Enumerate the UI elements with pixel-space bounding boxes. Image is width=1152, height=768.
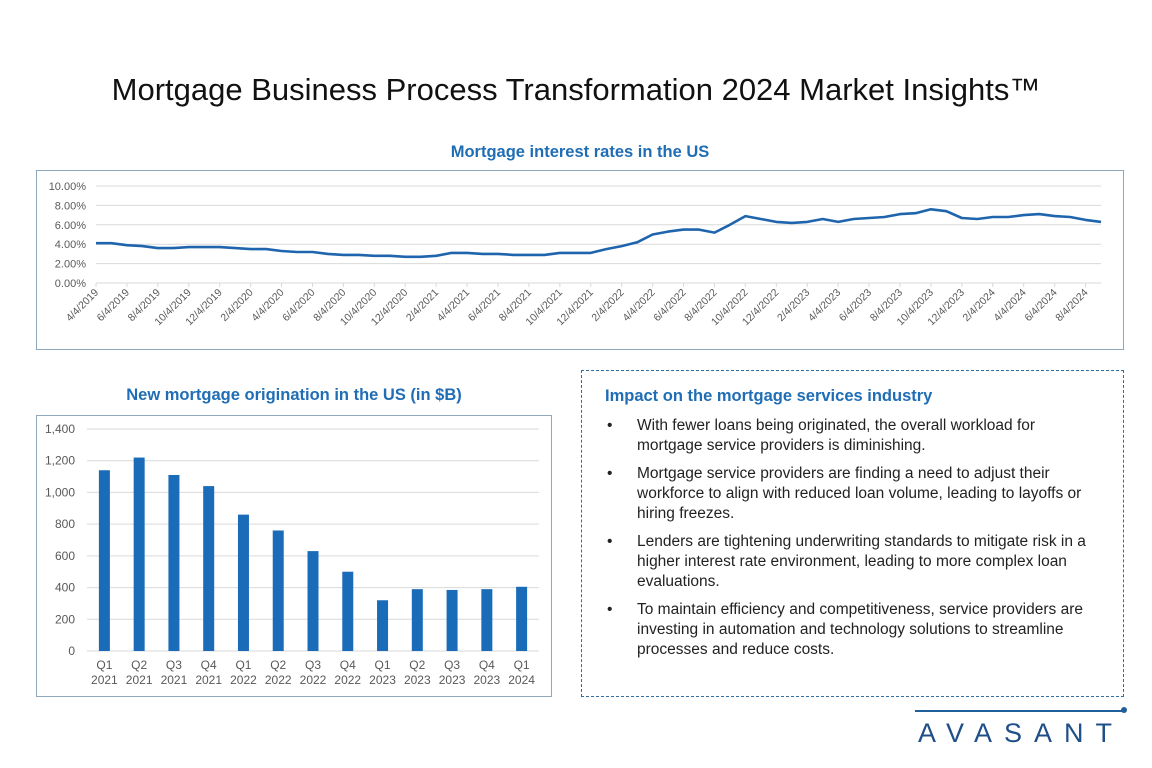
x-tick-label: Q3 — [305, 658, 321, 672]
x-tick-label: 2/4/2022 — [589, 287, 626, 324]
x-tick-label: 2024 — [508, 673, 535, 687]
x-tick-label: 4/4/2024 — [991, 287, 1028, 324]
bullet-icon: • — [607, 417, 613, 434]
x-tick-label: Q4 — [340, 658, 356, 672]
x-tick-label: Q1 — [375, 658, 391, 672]
impact-bullet: • Mortgage service providers are finding … — [605, 464, 1101, 524]
bar — [168, 474, 180, 651]
y-tick-label: 0.00% — [55, 278, 86, 290]
bar — [237, 514, 249, 651]
x-tick-label: 4/4/2023 — [806, 287, 843, 324]
bullet-text: Mortgage service providers are finding a… — [637, 465, 1082, 522]
impact-title: Impact on the mortgage services industry — [605, 387, 933, 405]
line-chart: 0.00% 2.00% 4.00% 6.00% 8.00% 10.00% 4/4/2019 6… — [36, 170, 1124, 350]
x-tick-label: Q1 — [235, 658, 251, 672]
bar — [446, 589, 458, 651]
x-tick-label: 8/4/2024 — [1053, 287, 1090, 324]
bullet-text: With fewer loans being originated, the o… — [637, 417, 1036, 454]
bar-chart-title: New mortgage origination in the US (in $… — [126, 386, 462, 404]
x-tick-label: 6/4/2023 — [837, 287, 874, 324]
x-tick-label: 6/4/2019 — [95, 287, 132, 324]
x-tick-label: Q1 — [514, 658, 530, 672]
x-tick-label: 6/4/2022 — [651, 287, 688, 324]
x-tick-label: 2021 — [126, 673, 153, 687]
bullet-text: Lenders are tightening underwriting stan… — [637, 533, 1086, 590]
bar-chart: 0 200 400 600 800 1,000 1,200 1,400 Q1 2021 Q2 2021… — [36, 415, 552, 697]
bar — [98, 470, 110, 651]
y-tick-label: 1,200 — [45, 454, 75, 468]
y-tick-label: 6.00% — [55, 220, 86, 232]
x-tick-label: 2022 — [334, 673, 361, 687]
y-tick-label: 1,400 — [45, 422, 75, 436]
bar-chart-svg: 02004006008001,0001,2001,400Q12021Q22021… — [45, 422, 539, 687]
x-tick-label: 6/4/2020 — [280, 287, 317, 324]
x-tick-label: 4/4/2020 — [249, 287, 286, 324]
x-tick-label: 4/4/2022 — [620, 287, 657, 324]
x-tick-label: Q4 — [479, 658, 495, 672]
logo-dot — [1121, 707, 1127, 713]
line-chart-title: Mortgage interest rates in the US — [450, 143, 710, 161]
x-tick-label: Q3 — [166, 658, 182, 672]
bar — [307, 551, 319, 651]
x-tick-label: 4/4/2021 — [435, 287, 472, 324]
impact-bullet: • With fewer loans being originated, the … — [605, 416, 1101, 456]
bar — [272, 530, 284, 651]
x-tick-label: 2021 — [161, 673, 188, 687]
x-tick-label: 2022 — [265, 673, 292, 687]
x-tick-label: Q2 — [409, 658, 425, 672]
y-tick-label: 200 — [55, 612, 75, 626]
impact-list: • With fewer loans being originated, the … — [605, 416, 1101, 660]
y-tick-label: 1,000 — [45, 485, 75, 499]
bar — [133, 457, 145, 651]
impact-bullet: • To maintain efficiency and competitiven… — [605, 600, 1101, 660]
bar — [342, 571, 354, 651]
line-chart-svg: 0.00%2.00%4.00%6.00%8.00%10.00%4/4/20196… — [49, 181, 1102, 328]
x-tick-label: 2023 — [404, 673, 431, 687]
x-tick-label: 2023 — [473, 673, 500, 687]
x-tick-label: 2/4/2021 — [404, 287, 441, 324]
bullet-icon: • — [607, 601, 613, 618]
impact-bullet: • Lenders are tightening underwriting sta… — [605, 532, 1101, 592]
y-tick-label: 800 — [55, 517, 75, 531]
bar — [377, 600, 389, 651]
y-tick-label: 8.00% — [55, 200, 86, 212]
x-tick-label: 6/4/2021 — [466, 287, 503, 324]
bar — [203, 486, 215, 651]
x-tick-label: 2/4/2023 — [775, 287, 812, 324]
bullet-icon: • — [607, 465, 613, 482]
bar — [481, 589, 493, 651]
x-tick-label: 2023 — [439, 673, 466, 687]
rate-line — [96, 208, 1102, 259]
bullet-text: To maintain efficiency and competitivene… — [637, 601, 1083, 658]
x-tick-label: 2023 — [369, 673, 396, 687]
x-tick-label: 2/4/2020 — [218, 287, 255, 324]
x-tick-label: 2021 — [91, 673, 118, 687]
bullet-icon: • — [607, 533, 613, 550]
x-tick-label: Q2 — [131, 658, 147, 672]
x-tick-label: 2/4/2024 — [961, 287, 998, 324]
y-tick-label: 600 — [55, 549, 75, 563]
x-tick-label: Q3 — [444, 658, 460, 672]
y-tick-label: 2.00% — [55, 259, 86, 271]
y-tick-label: 4.00% — [55, 239, 86, 251]
avasant-logo: AVASANT — [918, 718, 1125, 748]
x-tick-label: Q2 — [270, 658, 286, 672]
logo-line — [915, 710, 1123, 712]
x-tick-label: Q4 — [201, 658, 217, 672]
x-tick-label: 2022 — [230, 673, 257, 687]
page-title: Mortgage Business Process Transformation… — [111, 72, 1041, 107]
x-tick-label: 2022 — [300, 673, 327, 687]
y-tick-label: 10.00% — [49, 181, 87, 193]
y-tick-label: 400 — [55, 581, 75, 595]
bar — [516, 586, 528, 651]
x-tick-label: 4/4/2019 — [64, 287, 101, 324]
x-tick-label: 6/4/2024 — [1022, 287, 1059, 324]
x-tick-label: Q1 — [96, 658, 112, 672]
y-tick-label: 0 — [68, 644, 75, 658]
impact-panel: Impact on the mortgage services industry… — [581, 370, 1124, 697]
x-tick-label: 2021 — [195, 673, 222, 687]
bar — [411, 589, 423, 651]
